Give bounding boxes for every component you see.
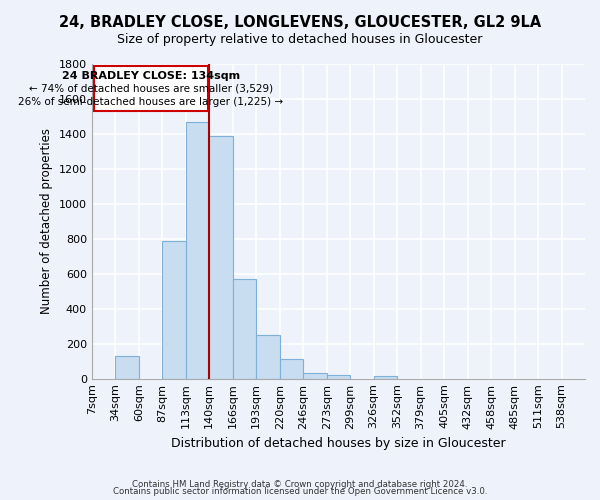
FancyBboxPatch shape xyxy=(94,66,208,111)
Bar xyxy=(256,335,280,378)
Text: ← 74% of detached houses are smaller (3,529): ← 74% of detached houses are smaller (3,… xyxy=(29,84,273,94)
Text: Contains HM Land Registry data © Crown copyright and database right 2024.: Contains HM Land Registry data © Crown c… xyxy=(132,480,468,489)
Bar xyxy=(326,375,350,378)
Text: 24 BRADLEY CLOSE: 134sqm: 24 BRADLEY CLOSE: 134sqm xyxy=(62,71,240,81)
Text: 26% of semi-detached houses are larger (1,225) →: 26% of semi-detached houses are larger (… xyxy=(19,97,283,107)
Bar xyxy=(233,279,256,378)
Bar xyxy=(280,360,303,378)
Bar xyxy=(186,122,209,378)
Bar xyxy=(115,356,139,378)
Bar xyxy=(163,240,186,378)
Text: Size of property relative to detached houses in Gloucester: Size of property relative to detached ho… xyxy=(118,32,482,46)
Bar xyxy=(209,136,233,378)
Bar xyxy=(374,376,397,378)
Y-axis label: Number of detached properties: Number of detached properties xyxy=(40,128,53,314)
X-axis label: Distribution of detached houses by size in Gloucester: Distribution of detached houses by size … xyxy=(171,437,506,450)
Bar xyxy=(303,374,326,378)
Text: 24, BRADLEY CLOSE, LONGLEVENS, GLOUCESTER, GL2 9LA: 24, BRADLEY CLOSE, LONGLEVENS, GLOUCESTE… xyxy=(59,15,541,30)
Text: Contains public sector information licensed under the Open Government Licence v3: Contains public sector information licen… xyxy=(113,487,487,496)
